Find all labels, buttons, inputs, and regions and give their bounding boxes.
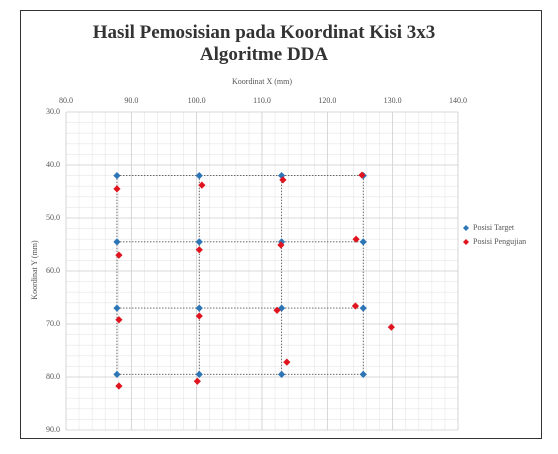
x-tick-label: 130.0 [384, 96, 402, 105]
point [113, 185, 121, 193]
point [352, 235, 360, 243]
point [387, 323, 395, 331]
point [278, 172, 286, 180]
point [195, 246, 203, 254]
x-tick-label: 90.0 [124, 96, 138, 105]
y-tick-label: 80.0 [46, 372, 60, 381]
legend-label: Posisi Target [473, 223, 515, 232]
point [113, 304, 121, 312]
point [193, 377, 201, 385]
x-tick-label: 100.0 [188, 96, 206, 105]
point [278, 238, 286, 246]
point [351, 302, 360, 310]
y-tick-label: 30.0 [46, 107, 60, 116]
x-axis-label: Koordinat X (mm) [232, 77, 292, 86]
y-axis-label: Koordinat Y (mm) [30, 240, 39, 300]
x-tick-label: 110.0 [253, 96, 271, 105]
point [273, 306, 281, 314]
point [195, 312, 203, 320]
point [113, 238, 121, 246]
point [198, 181, 206, 189]
point [359, 304, 367, 312]
point [115, 382, 123, 390]
y-tick-label: 40.0 [46, 160, 60, 169]
point [195, 370, 203, 378]
point [283, 358, 291, 366]
point [195, 304, 203, 312]
point [359, 370, 367, 378]
y-tick-label: 90.0 [46, 425, 60, 434]
point [278, 304, 286, 312]
point [195, 238, 203, 246]
point [113, 172, 121, 180]
point [277, 241, 285, 249]
point [358, 171, 366, 179]
point [115, 251, 123, 259]
y-tick-label: 70.0 [46, 319, 60, 328]
x-tick-label: 140.0 [449, 96, 467, 105]
point [278, 370, 286, 378]
x-tick-label: 120.0 [318, 96, 336, 105]
chart-frame [20, 10, 542, 439]
legend-marker [463, 225, 469, 231]
point [113, 370, 121, 378]
y-tick-label: 50.0 [46, 213, 60, 222]
point [279, 176, 287, 184]
legend-marker [463, 239, 469, 245]
point [359, 238, 367, 246]
x-tick-label: 80.0 [59, 96, 73, 105]
y-tick-label: 60.0 [46, 266, 60, 275]
legend-label: Posisi Pengujian [473, 237, 526, 246]
point [115, 316, 123, 324]
point [195, 172, 203, 180]
chart-title: Hasil Pemosisian pada Koordinat Kisi 3x3… [92, 22, 436, 65]
